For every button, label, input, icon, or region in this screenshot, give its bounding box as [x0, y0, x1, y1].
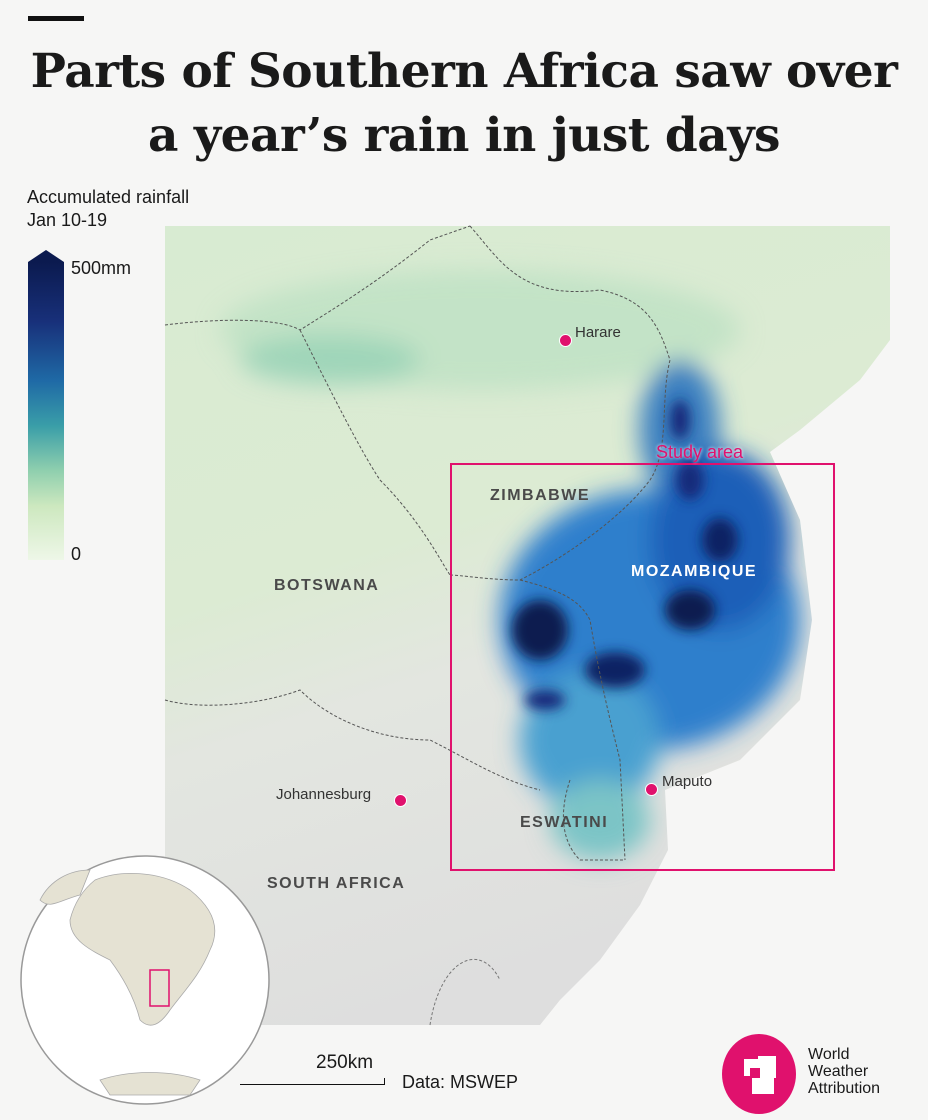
legend-color-bar: [28, 262, 64, 560]
country-label-zimbabwe: ZIMBABWE: [490, 487, 590, 504]
country-label-eswatini: ESWATINI: [520, 814, 609, 831]
study-area-label: Study area: [656, 442, 744, 462]
city-label-harare: Harare: [575, 324, 621, 341]
page-title: Parts of Southern Africa saw over a year…: [0, 40, 928, 168]
country-borders: [164, 225, 671, 861]
scale-bar-label: 250km: [316, 1052, 374, 1073]
legend-max-label: 500mm: [71, 258, 132, 278]
rainfall-peaks: [512, 400, 738, 710]
legend-min-label: 0: [71, 544, 82, 564]
legend-title: Accumulated rainfall Jan 10-19: [27, 186, 189, 232]
city-marker-maputo: [645, 783, 658, 796]
data-source: Data: MSWEP: [402, 1072, 519, 1092]
city-label-johannesburg: Johannesburg: [276, 786, 372, 803]
country-label-botswana: BOTSWANA: [274, 577, 380, 594]
country-label-mozambique: MOZAMBIQUE: [631, 563, 758, 580]
decorative-bar: [28, 16, 84, 21]
legend-overflow-arrow: [28, 250, 64, 262]
legend-title-line-2: Jan 10-19: [27, 210, 108, 230]
inset-globe: [20, 855, 270, 1105]
city-marker-harare: [559, 334, 572, 347]
study-area-box: [450, 463, 835, 871]
logo-text-line-3: Attribution: [808, 1080, 881, 1097]
title-line-2: a year’s rain in just days: [148, 108, 780, 163]
inset-locator-box: [149, 969, 170, 1007]
legend-title-line-1: Accumulated rainfall: [27, 187, 190, 207]
wwa-logo-text: World Weather Attribution: [808, 1046, 880, 1097]
logo-text-line-2: Weather: [808, 1063, 869, 1080]
city-marker-johannesburg: [394, 794, 407, 807]
city-label-maputo: Maputo: [662, 773, 713, 790]
title-line-1: Parts of Southern Africa saw over: [30, 44, 898, 99]
country-label-south-africa: SOUTH AFRICA: [267, 875, 406, 892]
logo-text-line-1: World: [808, 1046, 850, 1063]
scale-bar: [240, 1078, 385, 1085]
wwa-logo-icon: [722, 1034, 796, 1114]
